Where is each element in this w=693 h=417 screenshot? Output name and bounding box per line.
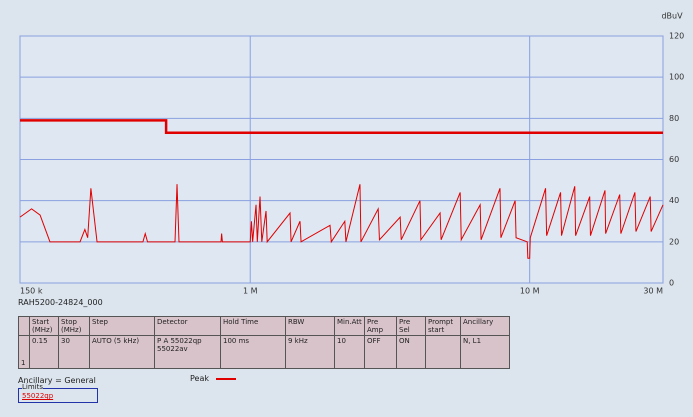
header-cell: Hold Time [220,316,286,336]
header-cell: Pre Amp [364,316,397,336]
cell: P A 55022qp 55022av [154,335,221,369]
cell: AUTO (5 kHz) [89,335,155,369]
header-cell: Min.Att [334,316,365,336]
cell: ON [396,335,426,369]
cell: 9 kHz [285,335,335,369]
header-cell: Step [89,316,155,336]
y-tick-label: 0 [669,279,674,288]
x-tick-label: 150 k [20,287,43,296]
x-tick-label: 30 M [643,287,663,296]
header-cell: Pre Sel [396,316,426,336]
cell: 1 [18,335,30,369]
header-cell: Start (MHz) [29,316,59,336]
header-cell: Ancillary [460,316,510,336]
cell: 100 ms [220,335,286,369]
y-tick-label: 100 [669,73,684,82]
y-tick-label: 60 [669,155,679,164]
header-cell: Stop (MHz) [58,316,90,336]
chart: dBuV 0 20 40 60 80 100 120 150 k 1 M 10 M 30 M [19,12,684,296]
x-tick-label: 10 M [520,287,540,296]
unit-label: dBuV [661,12,683,21]
legend-swatch [215,377,236,380]
legend: Peak [190,374,236,383]
cell [425,335,461,369]
cell: 30 [58,335,90,369]
ancillary: Ancillary = General [18,376,96,385]
limit-name: 55022qp [22,392,54,400]
limits-box: Limits 55022qp [18,383,98,403]
trace-line [19,184,664,259]
scan-table: Start (MHz) Stop (MHz) Step Detector Hol… [18,316,510,369]
y-tick-label: 80 [669,114,679,123]
y-tick-label: 120 [669,32,684,41]
cell: 10 [334,335,365,369]
limit-line [20,119,663,134]
limits-title: Limits [22,383,43,391]
header-cell: Detector [154,316,221,336]
cell: 0.15 [29,335,59,369]
cell: N, L1 [460,335,510,369]
y-tick-label: 20 [669,237,679,246]
header-cell: Prompt start [425,316,461,336]
legend-label: Peak [190,374,209,383]
y-tick-label: 40 [669,196,679,205]
header-cell: RBW [285,316,335,336]
scan-name: RAH5200-24824_000 [18,298,103,307]
cell: OFF [364,335,397,369]
x-tick-label: 1 M [243,287,258,296]
header-cell [18,316,30,336]
